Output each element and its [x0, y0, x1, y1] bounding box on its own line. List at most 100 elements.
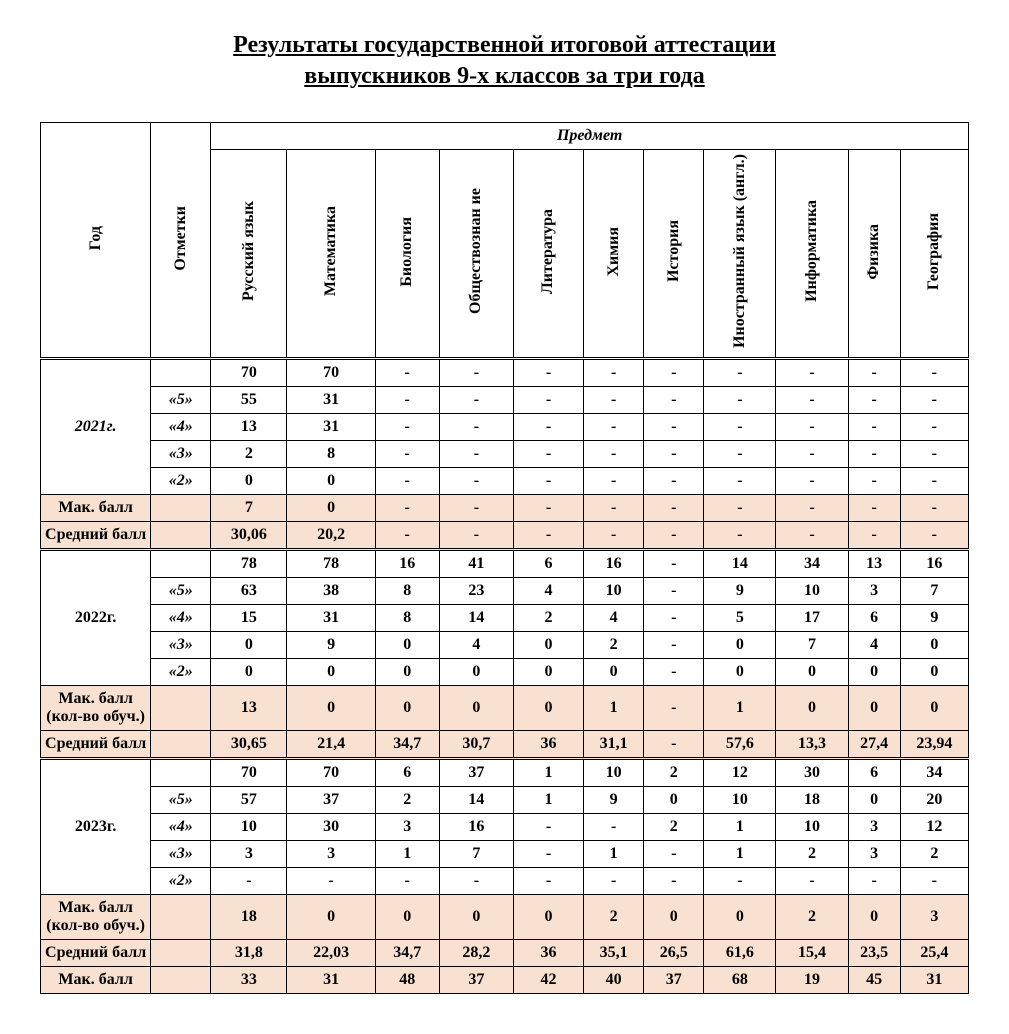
- cell: 3: [900, 895, 968, 940]
- cell: 6: [375, 759, 439, 787]
- mark-4: «4»: [151, 414, 211, 441]
- cell: 31: [287, 605, 375, 632]
- cell: 4: [584, 605, 644, 632]
- cell: 22,03: [287, 940, 375, 967]
- cell: 0: [287, 468, 375, 495]
- cell: -: [644, 659, 704, 686]
- cell: 10: [584, 578, 644, 605]
- cell: 7: [900, 578, 968, 605]
- col-him: Химия: [584, 150, 644, 359]
- cell: 16: [375, 550, 439, 578]
- cell: 18: [211, 895, 287, 940]
- row-mak-ball-kol-2023: Мак. балл (кол-во обуч.) 180000200203: [41, 895, 969, 940]
- row-sred-ball-2022: Средний балл 30,6521,434,730,73631,1-57,…: [41, 731, 969, 759]
- mark-2: «2»: [151, 468, 211, 495]
- cell: 7: [776, 632, 848, 659]
- cell: 0: [900, 632, 968, 659]
- row-mak-ball-kol-2022: Мак. балл (кол-во обуч.) 1300001-1000: [41, 686, 969, 731]
- cell: -: [848, 359, 900, 387]
- col-geo: География: [900, 150, 968, 359]
- col-inf: Информатика: [776, 150, 848, 359]
- cell: 2: [900, 841, 968, 868]
- table-row: «4» 1331---------: [41, 414, 969, 441]
- cell: 7: [211, 495, 287, 522]
- cell: 0: [211, 632, 287, 659]
- cell: 23,94: [900, 731, 968, 759]
- cell: -: [644, 868, 704, 895]
- mark-5: «5»: [151, 787, 211, 814]
- mark-5: «5»: [151, 387, 211, 414]
- cell: -: [644, 468, 704, 495]
- cell: 55: [211, 387, 287, 414]
- table-row: 2023г. 707063711021230634: [41, 759, 969, 787]
- cell: -: [900, 868, 968, 895]
- cell: -: [644, 359, 704, 387]
- table-row: «3» 090402-0740: [41, 632, 969, 659]
- cell: 78: [211, 550, 287, 578]
- cell: -: [704, 414, 776, 441]
- cell: -: [584, 814, 644, 841]
- cell: -: [644, 387, 704, 414]
- cell: -: [439, 868, 513, 895]
- row-label: Мак. балл (кол-во обуч.): [41, 686, 151, 731]
- cell: -: [439, 495, 513, 522]
- cell: -: [776, 359, 848, 387]
- cell: -: [644, 686, 704, 731]
- cell: -: [375, 414, 439, 441]
- cell: 45: [848, 967, 900, 994]
- cell: -: [704, 522, 776, 550]
- cell: 26,5: [644, 940, 704, 967]
- mark-cell: [151, 522, 211, 550]
- header-otmetki: Отметки: [151, 123, 211, 359]
- cell: 61,6: [704, 940, 776, 967]
- cell: 0: [848, 686, 900, 731]
- cell: 0: [776, 686, 848, 731]
- title-line-1: Результаты государственной итоговой атте…: [233, 32, 776, 58]
- cell: 57: [211, 787, 287, 814]
- cell: -: [439, 441, 513, 468]
- row-label: Мак. балл: [41, 967, 151, 994]
- cell: -: [287, 868, 375, 895]
- cell: 0: [848, 895, 900, 940]
- cell: 1: [584, 686, 644, 731]
- cell: 31: [287, 387, 375, 414]
- cell: 0: [644, 895, 704, 940]
- cell: -: [704, 468, 776, 495]
- cell: 3: [848, 578, 900, 605]
- cell: 30: [776, 759, 848, 787]
- cell: 3: [375, 814, 439, 841]
- cell: -: [439, 522, 513, 550]
- col-fiz: Физика: [848, 150, 900, 359]
- cell: 30: [287, 814, 375, 841]
- cell: 0: [439, 659, 513, 686]
- cell: 70: [211, 759, 287, 787]
- cell: -: [513, 441, 583, 468]
- table-row: «5» 5531---------: [41, 387, 969, 414]
- cell: -: [644, 522, 704, 550]
- cell: 2: [776, 841, 848, 868]
- cell: -: [776, 522, 848, 550]
- cell: -: [848, 495, 900, 522]
- cell: -: [848, 414, 900, 441]
- cell: 9: [287, 632, 375, 659]
- cell: 2: [776, 895, 848, 940]
- table-row: «2» 00---------: [41, 468, 969, 495]
- cell: 34,7: [375, 731, 439, 759]
- cell: 23,5: [848, 940, 900, 967]
- cell: -: [704, 359, 776, 387]
- mark-cell: [151, 967, 211, 994]
- cell: 0: [704, 632, 776, 659]
- cell: -: [584, 359, 644, 387]
- cell: -: [584, 441, 644, 468]
- cell: -: [900, 468, 968, 495]
- cell: 0: [776, 659, 848, 686]
- cell: 57,6: [704, 731, 776, 759]
- cell: -: [776, 441, 848, 468]
- cell: 10: [776, 814, 848, 841]
- cell: 10: [776, 578, 848, 605]
- cell: -: [439, 387, 513, 414]
- cell: 2: [584, 895, 644, 940]
- mark-cell: [151, 759, 211, 787]
- cell: 2: [375, 787, 439, 814]
- cell: -: [513, 868, 583, 895]
